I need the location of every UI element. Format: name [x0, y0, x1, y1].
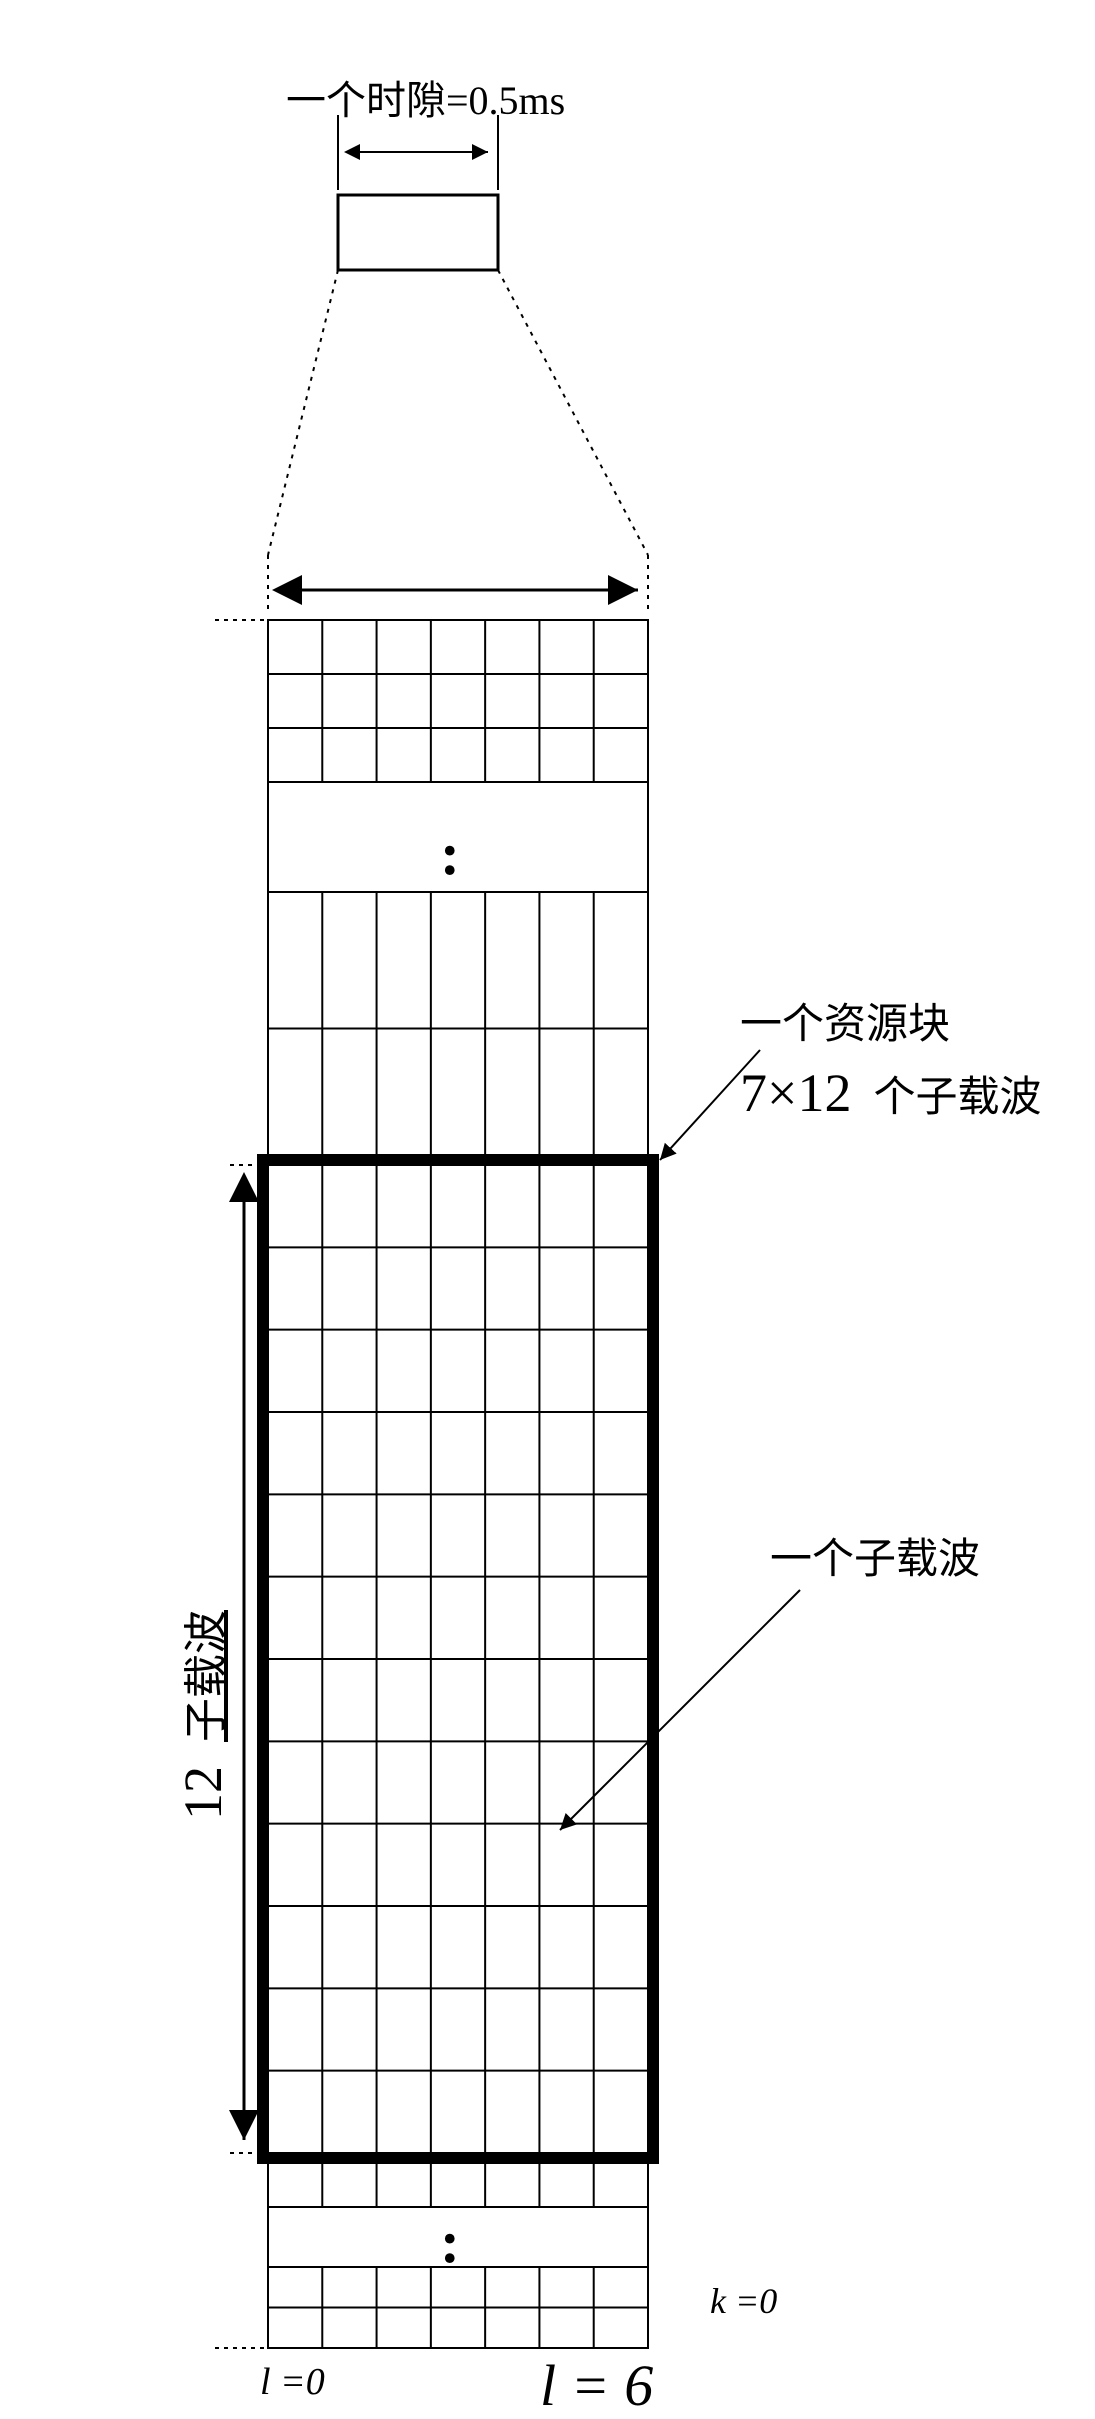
slot-duration-label: 一个时隙=0.5ms [286, 68, 565, 126]
ellipsis-bottom: : [440, 2208, 460, 2277]
rb-dims-suffix: 个子载波 [873, 1075, 1041, 1121]
resource-element-label: 一个子载波 [770, 1525, 980, 1586]
k-zero-label: k =0 [710, 2280, 777, 2322]
diagram-svg [0, 0, 1095, 2399]
l-six-label: l = 6 [540, 2352, 653, 2419]
rb-dims-num: 7×12 [740, 1063, 851, 1123]
subcarrier-count-suffix: 子载波 [182, 1610, 231, 1742]
resource-block-label: 一个资源块 [740, 990, 950, 1051]
subcarrier-count-group: 12 子载波 [170, 1610, 234, 1820]
subcarrier-count-num: 12 [173, 1766, 233, 1820]
ellipsis-top: : [440, 820, 460, 889]
rb-dims-label: 7×12 个子载波 [740, 1062, 1041, 1124]
l-zero-label: l =0 [260, 2360, 325, 2404]
